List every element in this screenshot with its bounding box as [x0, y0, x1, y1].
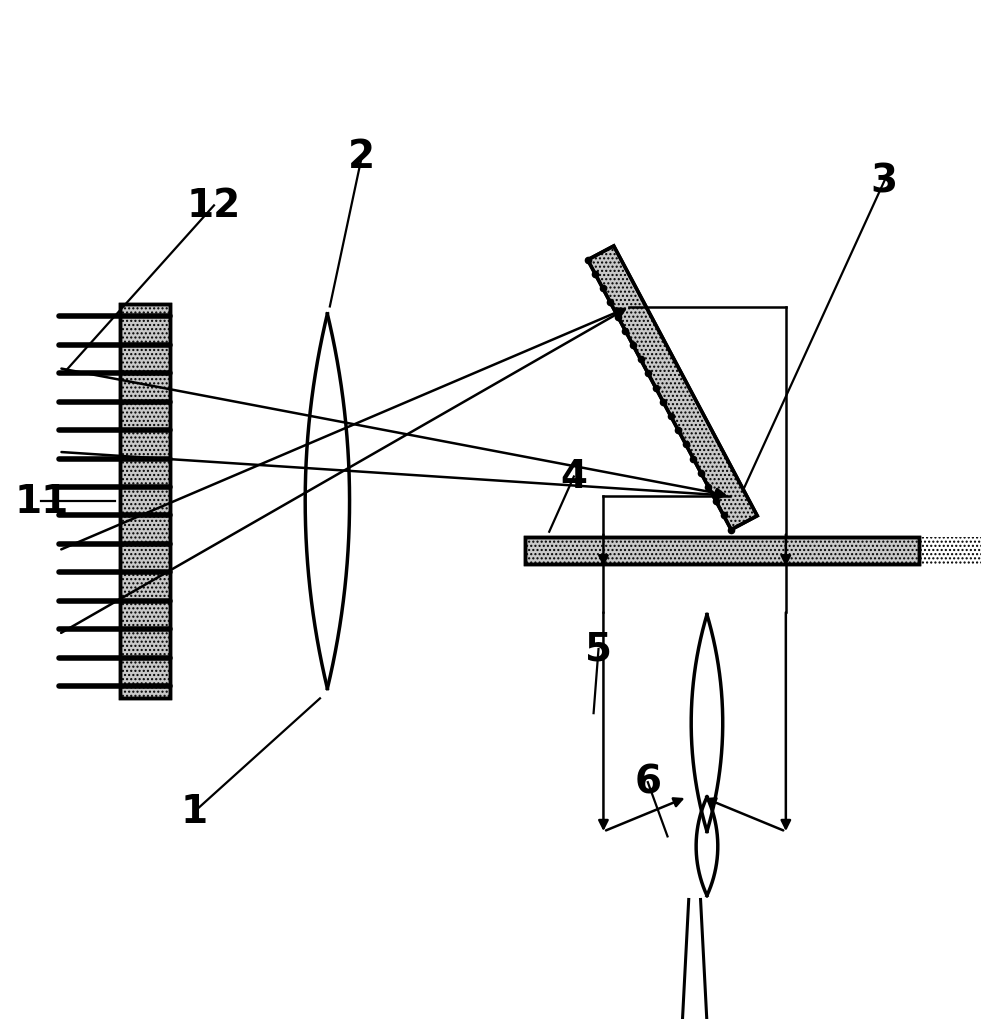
- Bar: [121, 305, 170, 699]
- Text: 5: 5: [585, 630, 612, 668]
- Bar: [525, 537, 919, 564]
- Bar: [121, 305, 170, 699]
- Bar: [525, 537, 988, 564]
- Text: 1: 1: [181, 793, 207, 831]
- Text: 2: 2: [349, 137, 375, 175]
- Text: 6: 6: [634, 763, 661, 801]
- Text: 3: 3: [870, 162, 898, 200]
- Polygon shape: [588, 246, 757, 529]
- Text: 11: 11: [15, 482, 68, 520]
- Text: 4: 4: [560, 458, 587, 496]
- Bar: [121, 305, 170, 699]
- Bar: [525, 537, 919, 564]
- Text: 12: 12: [187, 187, 241, 225]
